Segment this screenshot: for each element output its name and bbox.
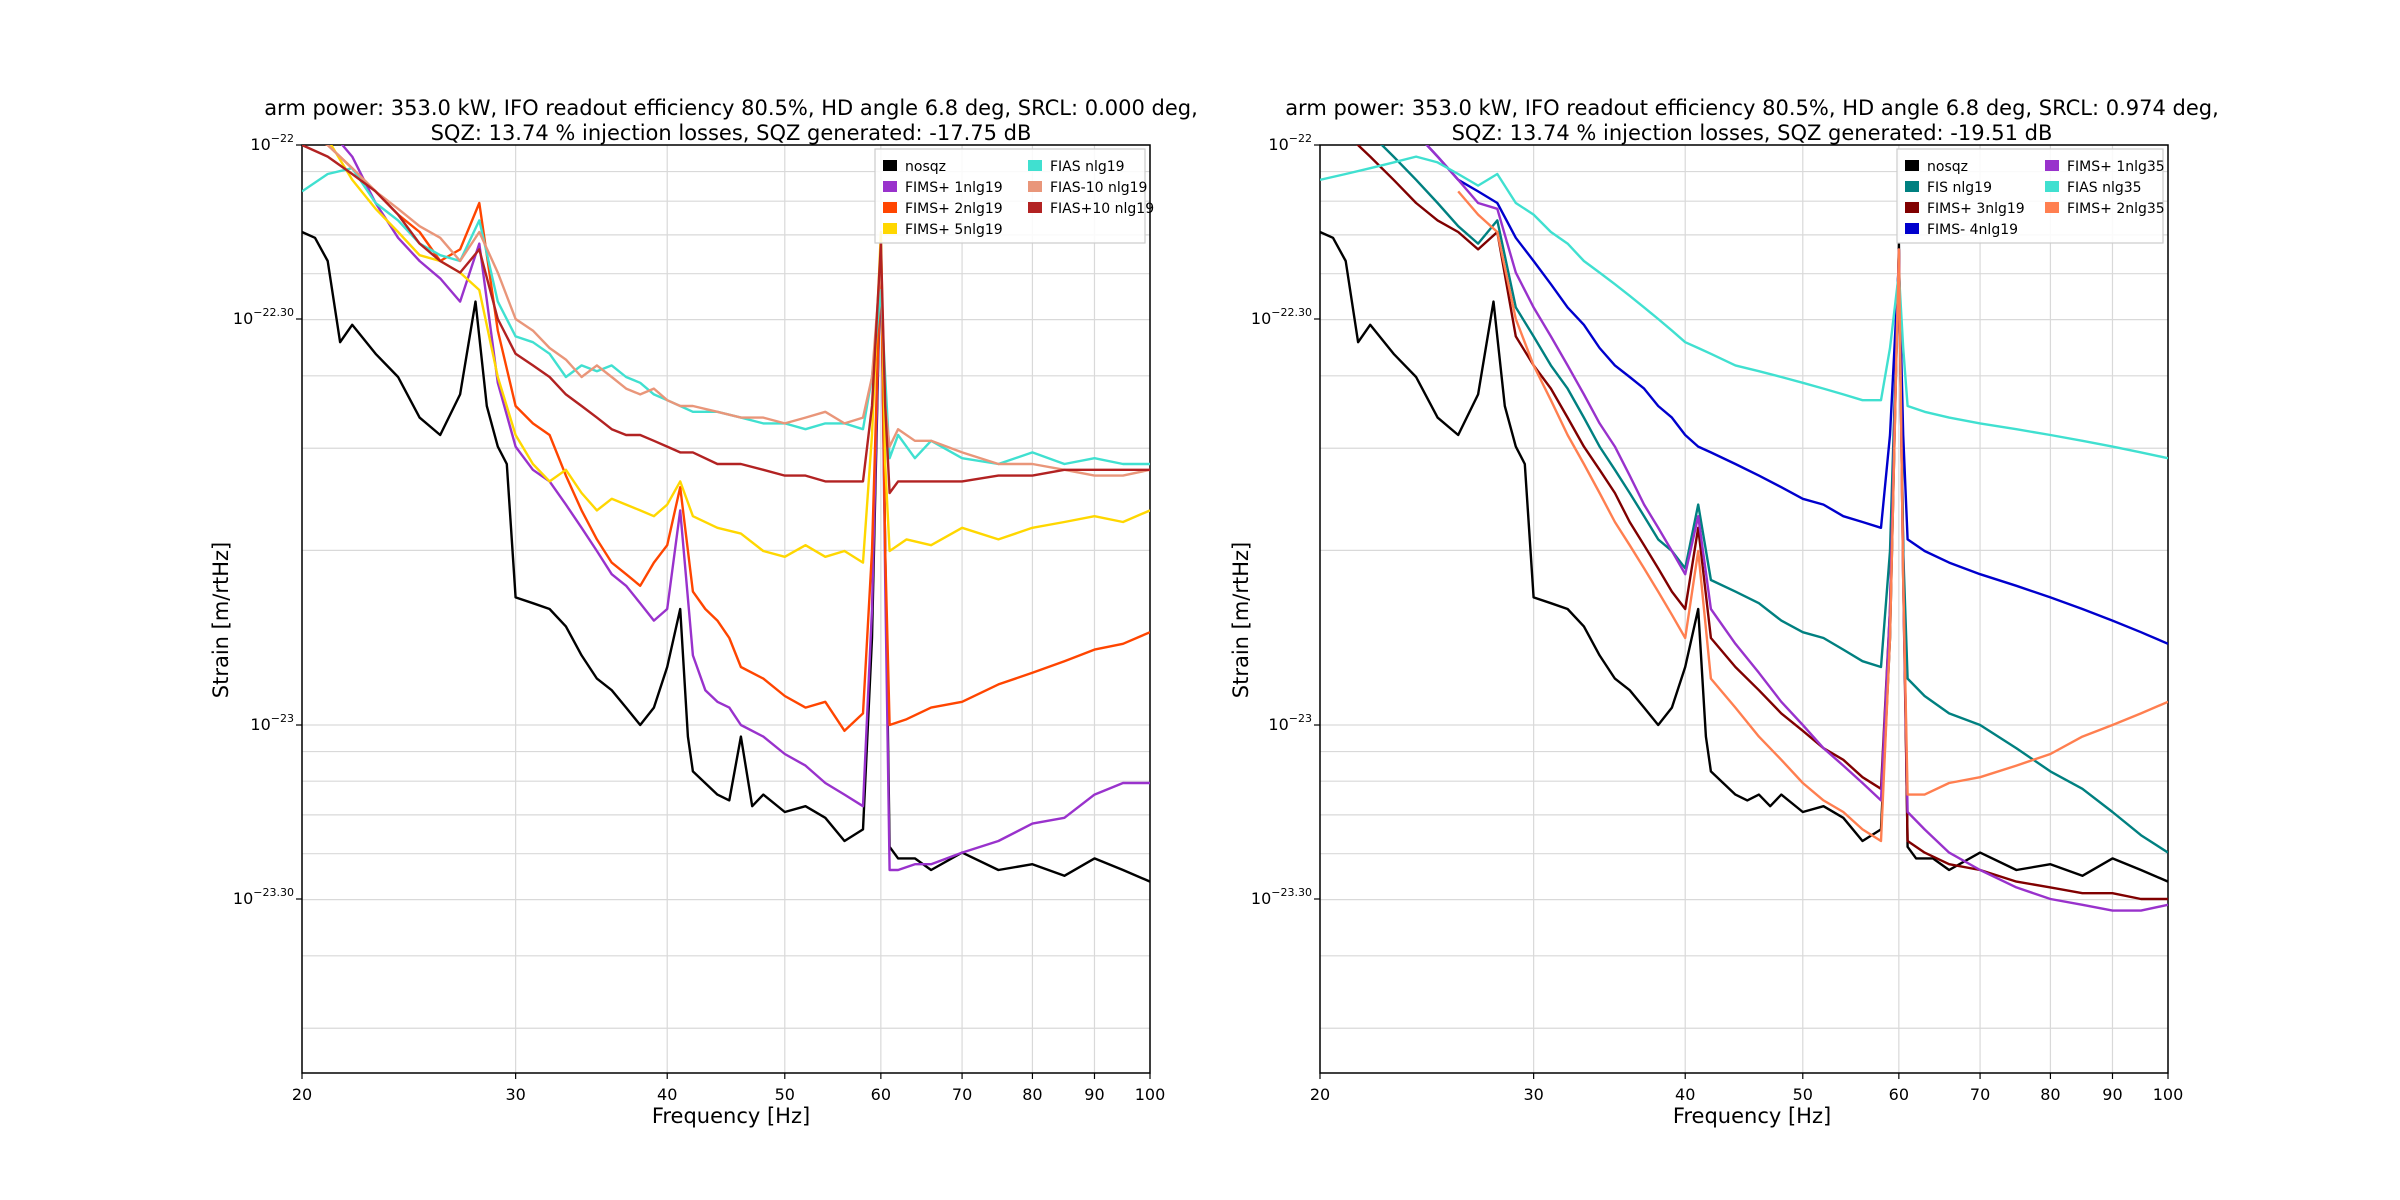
series-line-fias-10-nlg19 [325, 145, 1150, 477]
left-chart: arm power: 353.0 kW, IFO readout efficie… [209, 96, 1198, 1128]
series-line-fis-nlg19 [1380, 145, 2168, 854]
x-tick-label: 90 [2102, 1085, 2122, 1104]
plot-frame [1319, 144, 2169, 1074]
x-tick-label: 70 [1970, 1085, 1990, 1104]
y-tick-label: 10−22 [250, 132, 294, 154]
right-chart: arm power: 353.0 kW, IFO readout efficie… [1229, 96, 2219, 1128]
legend-swatch [2045, 181, 2059, 192]
y-tick-label: 10−22.30 [233, 306, 294, 328]
legend-swatch [1028, 181, 1042, 192]
y-axis-label: Strain [m/rtHz] [1229, 542, 1253, 699]
x-tick-label: 50 [1793, 1085, 1813, 1104]
x-tick-label: 30 [1523, 1085, 1543, 1104]
legend-label: FIMS+ 5nlg19 [905, 222, 1003, 238]
legend-swatch [883, 181, 897, 192]
legend-label: FIMS+ 1nlg35 [2067, 159, 2165, 175]
series-line-fias-nlg35 [1320, 155, 2168, 460]
y-tick-label: 10−23 [250, 712, 294, 734]
legend-label: FIAS nlg35 [2067, 180, 2142, 196]
x-tick-label: 70 [952, 1085, 972, 1104]
legend-label: nosqz [905, 159, 946, 175]
legend-swatch [883, 223, 897, 234]
series-line-nosqz [1320, 230, 2168, 883]
x-tick-label: 100 [2153, 1085, 2184, 1104]
x-tick-label: 60 [871, 1085, 891, 1104]
x-tick-label: 90 [1084, 1085, 1104, 1104]
x-tick-label: 40 [1675, 1085, 1695, 1104]
x-axis-label: Frequency [Hz] [652, 1104, 810, 1128]
x-tick-label: 40 [657, 1085, 677, 1104]
legend-label: FIMS+ 1nlg19 [905, 180, 1003, 196]
legend-box [874, 148, 1146, 244]
y-tick-label: 10−23.30 [233, 886, 294, 908]
y-tick-label: 10−22 [1268, 132, 1312, 154]
x-tick-label: 60 [1889, 1085, 1909, 1104]
legend-label: FIAS+10 nlg19 [1050, 201, 1154, 217]
x-tick-label: 20 [1310, 1085, 1330, 1104]
series-line-fims-2nlg35 [1457, 190, 2168, 843]
x-tick-label: 20 [292, 1085, 312, 1104]
legend-label: FIAS-10 nlg19 [1050, 180, 1147, 196]
plot-frame [301, 144, 1151, 1074]
chart-title-line-1: arm power: 353.0 kW, IFO readout efficie… [264, 96, 1198, 120]
legend-swatch [1905, 223, 1919, 234]
series-line-fims-4nlg19 [1425, 145, 2168, 645]
legend-label: FIS nlg19 [1927, 180, 1992, 196]
legend-swatch [1028, 160, 1042, 171]
series-group [302, 145, 1150, 883]
x-tick-label: 80 [2040, 1085, 2060, 1104]
legend-label: FIMS+ 2nlg19 [905, 201, 1003, 217]
series-line-nosqz [302, 230, 1150, 883]
legend-swatch [1905, 181, 1919, 192]
series-line-fias-10-nlg19 [302, 145, 1150, 495]
series-group [1320, 145, 2168, 912]
legend-label: FIMS- 4nlg19 [1927, 222, 2018, 238]
x-tick-label: 30 [505, 1085, 525, 1104]
legend-label: nosqz [1927, 159, 1968, 175]
series-line-fias-nlg19 [302, 166, 1150, 466]
legend-box [1896, 148, 2164, 244]
legend-swatch [883, 160, 897, 171]
legend-label: FIMS+ 2nlg35 [2067, 201, 2165, 217]
series-line-fims-1nlg19 [340, 145, 1150, 872]
legend-label: FIMS+ 3nlg19 [1927, 201, 2025, 217]
x-axis-label: Frequency [Hz] [1673, 1104, 1831, 1128]
x-tick-label: 50 [775, 1085, 795, 1104]
legend: nosqz FIMS+ 1nlg19 FIMS+ 2nlg19 FIMS+ 5nlg1… [874, 148, 1154, 244]
chart-title-line-2: SQZ: 13.74 % injection losses, SQZ gener… [431, 121, 1032, 145]
y-tick-label: 10−23 [1268, 712, 1312, 734]
series-line-fims-5nlg19 [329, 145, 1150, 564]
chart-title-line-2: SQZ: 13.74 % injection losses, SQZ gener… [1452, 121, 2053, 145]
y-tick-label: 10−22.30 [1251, 306, 1312, 328]
legend-swatch [1028, 202, 1042, 213]
legend-swatch [883, 202, 897, 213]
series-line-fims-1nlg35 [1425, 145, 2168, 912]
chart-title-line-1: arm power: 353.0 kW, IFO readout efficie… [1285, 96, 2219, 120]
legend-swatch [1905, 160, 1919, 171]
y-tick-label: 10−23.30 [1251, 886, 1312, 908]
y-axis-label: Strain [m/rtHz] [209, 542, 233, 699]
legend: nosqz FIS nlg19 FIMS+ 3nlg19 FIMS- 4nlg19 FI… [1896, 148, 2165, 244]
legend-swatch [1905, 202, 1919, 213]
legend-label: FIAS nlg19 [1050, 159, 1125, 175]
x-tick-label: 80 [1022, 1085, 1042, 1104]
legend-swatch [2045, 160, 2059, 171]
legend-swatch [2045, 202, 2059, 213]
x-tick-label: 100 [1135, 1085, 1166, 1104]
series-line-fims-2nlg19 [324, 145, 1150, 732]
